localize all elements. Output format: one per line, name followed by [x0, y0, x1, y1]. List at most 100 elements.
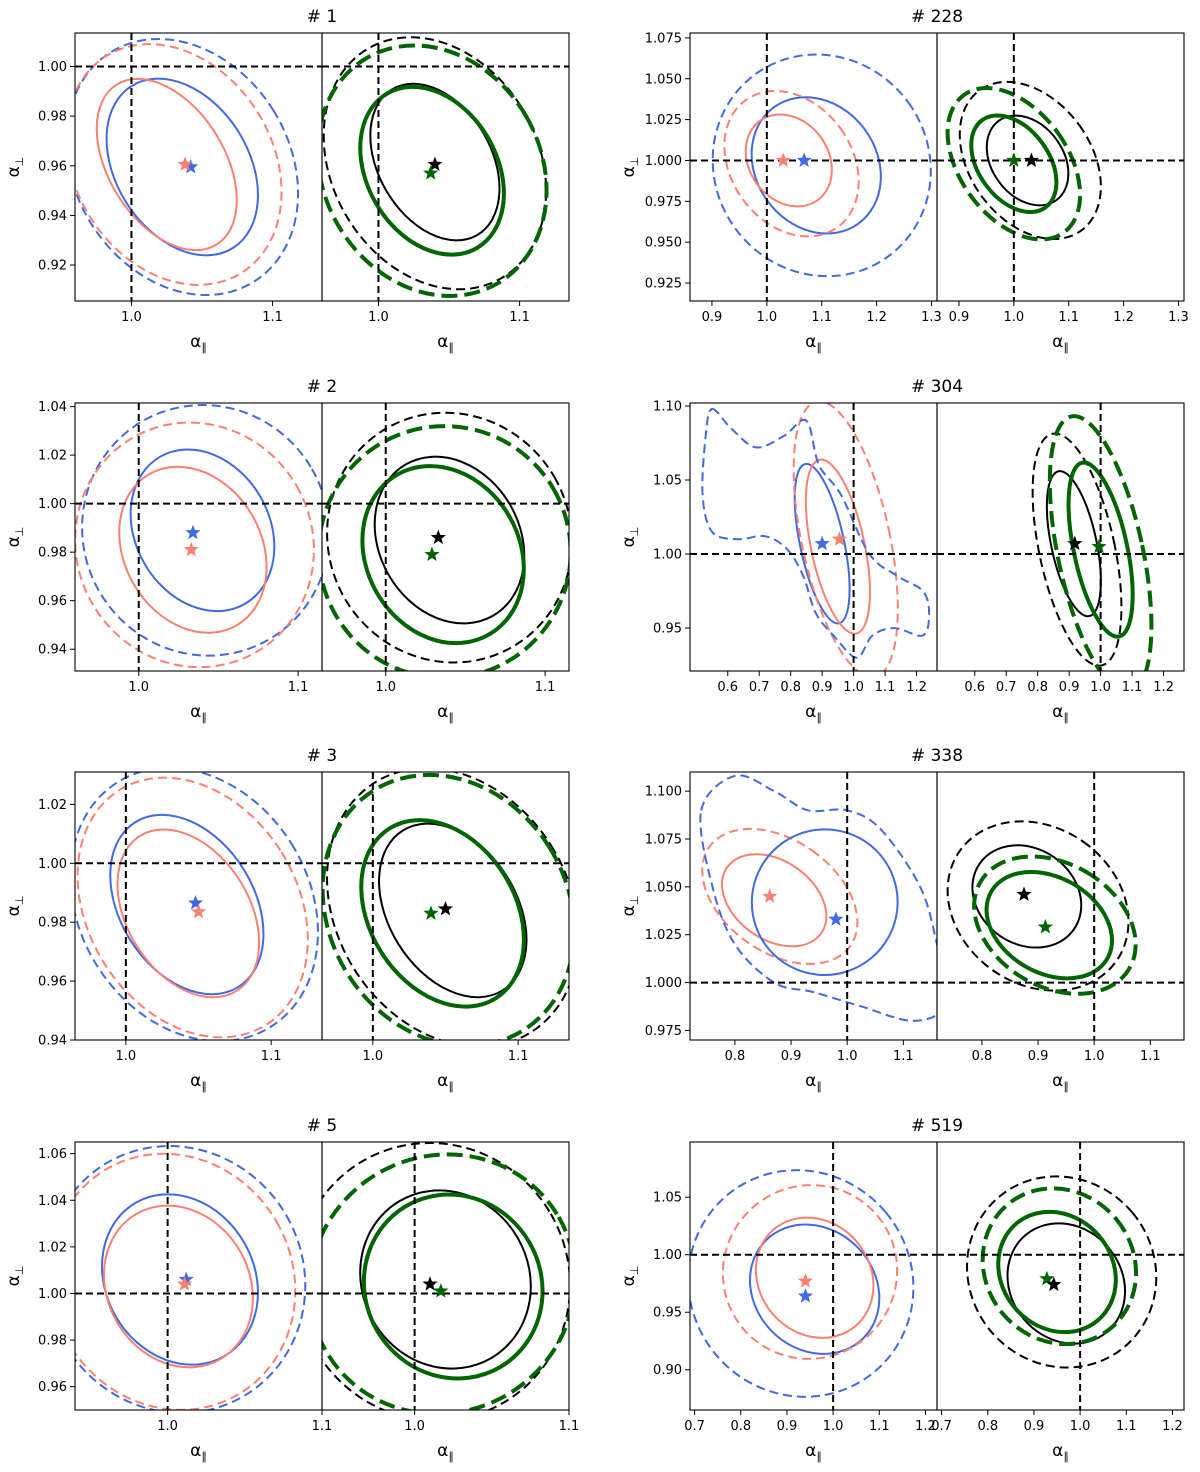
plot-area	[75, 403, 322, 671]
plot-area	[322, 772, 569, 1040]
y-tick-label: 1.04	[38, 400, 67, 415]
y-tick-label: 1.06	[38, 1147, 67, 1162]
contour-black-solid	[971, 844, 1083, 949]
contour-salmon-solid	[721, 853, 828, 948]
x-tick-label: 1.3	[1168, 310, 1189, 325]
x-axis-label: α∥	[1052, 702, 1069, 724]
contour-black-dashed	[958, 80, 1102, 241]
contour-green-dashed	[980, 1186, 1139, 1347]
contour-blue-solid	[109, 813, 265, 996]
x-tick-label: 1.1	[1058, 310, 1079, 325]
y-tick-label: 1.04	[38, 1194, 67, 1209]
contour-salmon-solid	[804, 458, 871, 635]
plot-area	[937, 772, 1184, 1040]
panel-frame	[321, 771, 570, 1041]
contour-black-solid	[378, 822, 528, 999]
contour-salmon-solid	[116, 828, 261, 999]
plot-area	[690, 772, 937, 1040]
y-tick-label: 0.925	[645, 277, 682, 292]
best-fit-star-green	[1037, 919, 1053, 934]
panel-frame	[321, 32, 570, 302]
x-axis-label: α∥	[805, 1071, 822, 1093]
y-tick-label: 1.075	[645, 31, 682, 46]
x-tick-label: 1.2	[1153, 680, 1174, 695]
x-tick-label: 1.0	[157, 1419, 178, 1434]
contour-salmon-solid	[118, 465, 268, 634]
y-tick-label: 1.00	[38, 857, 67, 872]
y-tick-label: 1.00	[38, 1287, 67, 1302]
best-fit-star-salmon	[762, 888, 778, 903]
panel-left: 1.0 1.1 α∥	[74, 402, 323, 724]
contour-salmon-solid	[102, 1204, 254, 1369]
plot-area	[690, 33, 937, 301]
best-fit-star-blue	[178, 1271, 194, 1286]
contour-blue-dashed	[701, 407, 931, 659]
x-axis-label: α∥	[1052, 1441, 1069, 1463]
y-tick-label: 1.02	[38, 798, 67, 813]
x-axis-label: α∥	[805, 332, 822, 354]
y-tick-label: 0.98	[38, 916, 67, 931]
x-tick-label: 1.1	[288, 680, 309, 695]
x-tick-label: 0.7	[996, 680, 1017, 695]
y-tick-label: 1.05	[653, 473, 682, 488]
best-fit-star-blue	[828, 911, 844, 926]
x-tick-label: 0.9	[1059, 680, 1080, 695]
contour-salmon-solid	[95, 77, 238, 252]
x-tick-label: 0.9	[781, 1049, 802, 1064]
plot-area	[75, 1142, 322, 1410]
x-tick-label: 0.6	[964, 680, 985, 695]
y-tick-label: 0.96	[38, 159, 67, 174]
panel-frame	[936, 32, 1185, 302]
panel-left: 0.8 0.9 1.0 1.1 α∥	[689, 771, 938, 1093]
contour-blue-solid	[129, 448, 276, 613]
y-axis-label: α⊥	[619, 896, 641, 917]
panel-frame	[936, 1141, 1185, 1411]
x-axis-label: α∥	[437, 1071, 454, 1093]
best-fit-star-black	[422, 1276, 438, 1291]
y-tick-label: 1.02	[38, 1240, 67, 1255]
y-tick-label: 0.96	[38, 1380, 67, 1395]
contour-black-solid	[1045, 470, 1102, 618]
y-tick-label: 1.02	[38, 449, 67, 464]
x-axis-label: α∥	[805, 702, 822, 724]
contour-blue-dashed	[75, 1145, 307, 1410]
y-tick-label: 0.98	[38, 1334, 67, 1349]
best-fit-star-blue	[183, 159, 199, 174]
contour-black-solid	[373, 455, 526, 625]
x-tick-label: 0.9	[777, 1419, 798, 1434]
plot-area	[937, 1142, 1184, 1410]
best-fit-star-black	[1046, 1276, 1062, 1292]
contour-blue-solid	[750, 96, 882, 235]
y-axis-label: α⊥	[619, 157, 641, 178]
contour-green-dashed	[322, 772, 569, 1040]
x-tick-label: 1.0	[363, 1049, 384, 1064]
panel-left: 1.0 1.1 α∥	[74, 1141, 332, 1463]
best-fit-star-blue	[797, 1288, 814, 1303]
y-tick-label: 1.025	[645, 928, 682, 943]
x-tick-label: 1.1	[1122, 680, 1143, 695]
contour-blue-dashed	[690, 1169, 915, 1398]
panel-frame	[936, 771, 1185, 1041]
contour-blue-solid	[750, 828, 899, 977]
contour-blue-solid	[105, 77, 259, 257]
contour-salmon-solid	[754, 1216, 875, 1339]
best-fit-star-black	[1067, 535, 1083, 551]
chart-title: # 2	[307, 377, 337, 397]
x-tick-label: 1.1	[261, 1049, 282, 1064]
contour-blue-dashed	[75, 772, 319, 1040]
x-tick-label: 0.9	[949, 310, 970, 325]
contour-blue-dashed	[699, 774, 937, 1022]
y-axis-label: α⊥	[4, 527, 26, 548]
y-tick-label: 0.96	[38, 975, 67, 990]
contour-green-dashed	[322, 43, 549, 298]
x-tick-label: 1.1	[535, 680, 556, 695]
x-tick-label: 0.9	[1028, 1049, 1049, 1064]
x-tick-label: 0.9	[1024, 1419, 1045, 1434]
best-fit-star-salmon	[831, 531, 848, 546]
panel-frame	[689, 1141, 938, 1411]
x-tick-label: 1.1	[1140, 1049, 1161, 1064]
contour-blue-dashed	[81, 404, 322, 657]
best-fit-star-green	[424, 546, 440, 562]
best-fit-star-green	[1091, 538, 1107, 554]
contour-green-solid	[360, 464, 526, 646]
